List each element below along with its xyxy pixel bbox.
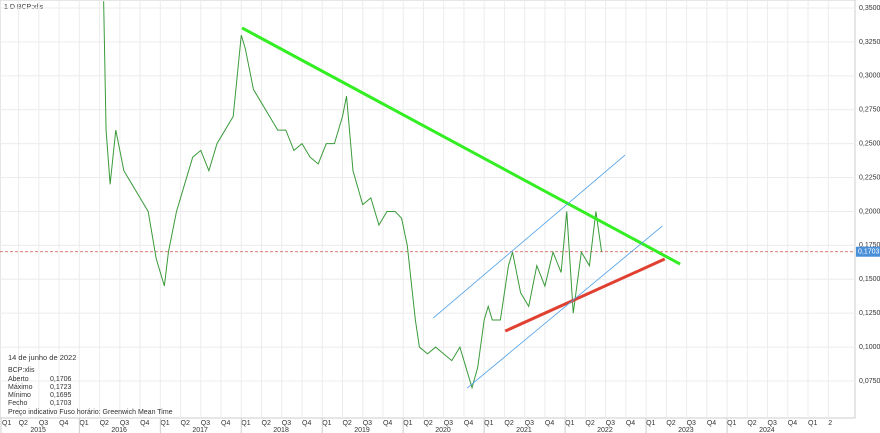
x-tick-label: Q1	[79, 420, 88, 427]
x-tick-label: 2	[828, 420, 832, 427]
y-tick-label: 0,1500	[859, 276, 880, 283]
x-tick-label: Q1	[727, 420, 736, 427]
info-row: Máximo 0,1723	[8, 384, 173, 392]
x-tick-label: Q4	[302, 420, 311, 427]
x-tick-label: Q2	[181, 420, 190, 427]
y-tick-label: 0,1000	[859, 344, 880, 351]
x-tick-label: Q3	[444, 420, 453, 427]
plot-border	[0, 0, 856, 419]
info-value: 0,1695	[50, 392, 72, 400]
chart-header: 1 D BCP:xlis	[4, 4, 44, 11]
info-panel: 14 de junho de 2022 BCP:xlis Aberto 0,170…	[8, 353, 173, 417]
x-tick-label: Q1	[808, 420, 817, 427]
x-tick-label: Q2	[262, 420, 271, 427]
trendline	[241, 26, 681, 266]
x-tick-label: Q3	[201, 420, 210, 427]
year-label: 2016	[111, 427, 127, 433]
x-tick-label: Q2	[747, 420, 756, 427]
y-tick-label: 0,2500	[859, 140, 880, 147]
x-tick-label: Q4	[221, 420, 230, 427]
info-value: 0,1706	[50, 375, 72, 383]
info-key: Máximo	[8, 383, 33, 391]
info-date: 14 de junho de 2022	[8, 353, 77, 362]
x-tick-label: Q1	[403, 420, 412, 427]
x-tick-label: Q1	[322, 420, 331, 427]
x-tick-label: Q3	[282, 420, 291, 427]
x-tick-label: Q2	[504, 420, 513, 427]
x-tick-label: Q4	[383, 420, 392, 427]
info-key: Mínimo	[8, 392, 31, 400]
x-tick-label: Q4	[707, 420, 716, 427]
x-tick-label: Q2	[423, 420, 432, 427]
y-tick-label: 0,0750	[859, 378, 880, 385]
y-tick-label: 0,2750	[859, 107, 880, 114]
y-tick-label: 0,1750	[859, 242, 880, 249]
x-tick-label: Q2	[100, 420, 109, 427]
year-label: 2019	[354, 427, 370, 433]
x-tick-label: Q1	[484, 420, 493, 427]
x-tick-label: Q2	[342, 420, 351, 427]
y-tick-label: 0,3250	[859, 39, 880, 46]
x-tick-label: Q2	[585, 420, 594, 427]
info-value: 0,1703	[50, 400, 72, 408]
last-price-box	[856, 246, 880, 257]
x-tick-label: Q4	[59, 420, 68, 427]
info-key: Fecho	[8, 400, 28, 408]
y-tick-label: 0,2250	[859, 174, 880, 181]
last-price-label: 0,1703	[858, 249, 880, 256]
info-key: Aberto	[8, 375, 29, 383]
info-row: Fecho 0,1703	[8, 400, 173, 408]
x-tick-label: Q2	[19, 420, 28, 427]
info-rows: Aberto 0,1706 Máximo 0,1723 Mínimo 0,1695 Fech…	[8, 376, 173, 409]
year-label: 2022	[597, 427, 613, 433]
trendline	[466, 225, 663, 389]
y-tick-label: 0,1250	[859, 310, 880, 317]
x-tick-label: Q3	[120, 420, 129, 427]
x-tick-label: Q1	[2, 420, 11, 427]
x-tick-label: Q4	[464, 420, 473, 427]
info-value: 0,1723	[50, 383, 72, 391]
x-tick-label: Q4	[788, 420, 797, 427]
x-tick-label: Q1	[241, 420, 250, 427]
info-row: Aberto 0,1706	[8, 376, 173, 384]
year-label: 2018	[273, 427, 289, 433]
x-tick-label: Q1	[565, 420, 574, 427]
info-row: Mínimo 0,1695	[8, 392, 173, 400]
x-tick-label: Q3	[525, 420, 534, 427]
x-tick-label: Q2	[666, 420, 675, 427]
y-tick-label: 0,3500	[859, 5, 880, 12]
x-tick-label: Q3	[363, 420, 372, 427]
year-label: 2024	[759, 427, 775, 433]
x-tick-label: Q4	[626, 420, 635, 427]
year-label: 2021	[516, 427, 532, 433]
info-symbol: BCP:xlis	[8, 367, 35, 375]
x-tick-label: Q4	[140, 420, 149, 427]
x-tick-label: Q1	[646, 420, 655, 427]
year-label: 2020	[435, 427, 451, 433]
x-tick-label: Q3	[39, 420, 48, 427]
info-footer: Preço indicativo Fuso horário: Greenwich…	[8, 408, 173, 416]
price-line	[103, 1, 603, 390]
x-tick-label: Q4	[545, 420, 554, 427]
x-tick-label: Q3	[768, 420, 777, 427]
year-label: 2015	[30, 427, 46, 433]
trendline	[504, 257, 666, 333]
x-tick-label: Q3	[606, 420, 615, 427]
year-label: 2017	[192, 427, 208, 433]
x-tick-label: Q1	[160, 420, 169, 427]
x-tick-label: Q3	[687, 420, 696, 427]
y-tick-label: 0,2000	[859, 208, 880, 215]
trendline	[432, 154, 626, 319]
year-label: 2023	[678, 427, 694, 433]
y-tick-label: 0,3000	[859, 73, 880, 80]
